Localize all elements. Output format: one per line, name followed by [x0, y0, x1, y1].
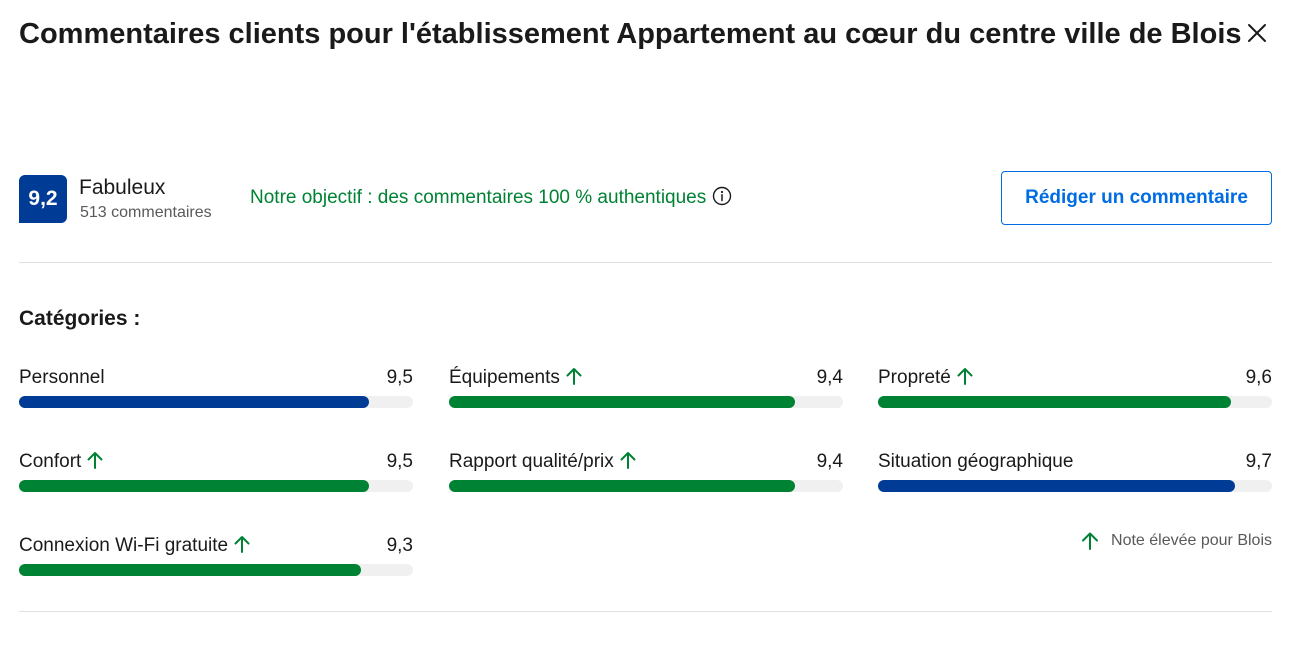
category-label: Confort — [19, 451, 82, 472]
review-count: 513 commentaires — [80, 204, 212, 221]
close-button[interactable] — [1244, 20, 1270, 46]
score-bar-fill — [449, 396, 795, 408]
category-name: Personnel — [19, 367, 105, 389]
category-item: Propreté 9,6 — [878, 364, 1272, 410]
up-arrow-icon — [1079, 530, 1101, 552]
category-name: Confort — [19, 451, 105, 473]
score-bar-fill — [19, 396, 369, 408]
category-score: 9,4 — [816, 367, 843, 388]
categories-title: Catégories : — [19, 307, 141, 330]
category-item: Rapport qualité/prix 9,4 — [449, 448, 843, 494]
high-score-legend: Note élevée pour Blois — [1079, 530, 1272, 552]
category-label: Situation géographique — [878, 451, 1074, 472]
score-bar-track — [449, 480, 843, 492]
category-score: 9,5 — [386, 451, 413, 472]
category-name: Propreté — [878, 367, 975, 389]
category-score: 9,6 — [1245, 367, 1272, 388]
category-name: Connexion Wi-Fi gratuite — [19, 535, 252, 557]
score-bar-track — [878, 396, 1272, 408]
score-bar-track — [449, 396, 843, 408]
score-bar-fill — [19, 564, 361, 576]
up-arrow-icon — [955, 366, 975, 386]
category-label: Propreté — [878, 367, 951, 388]
score-bar-track — [19, 396, 413, 408]
authentic-reviews-text: Notre objectif : des commentaires 100 % … — [250, 187, 707, 208]
score-bar-track — [878, 480, 1272, 492]
category-label: Rapport qualité/prix — [449, 451, 614, 472]
write-review-button[interactable]: Rédiger un commentaire — [1001, 171, 1272, 225]
category-score: 9,4 — [816, 451, 843, 472]
authentic-reviews-notice: Notre objectif : des commentaires 100 % … — [250, 186, 732, 209]
category-name: Rapport qualité/prix — [449, 451, 638, 473]
category-item: Situation géographique 9,7 — [878, 448, 1272, 494]
score-bar-fill — [878, 396, 1231, 408]
up-arrow-icon — [618, 450, 638, 470]
score-bar-fill — [449, 480, 795, 492]
score-bar-track — [19, 564, 413, 576]
divider — [19, 611, 1272, 612]
score-bar-fill — [19, 480, 369, 492]
category-item: Équipements 9,4 — [449, 364, 843, 410]
category-label: Équipements — [449, 367, 560, 388]
up-arrow-icon — [232, 534, 252, 554]
info-icon[interactable] — [712, 186, 732, 206]
score-label: Fabuleux — [79, 176, 166, 199]
category-score: 9,7 — [1245, 451, 1272, 472]
legend-text: Note élevée pour Blois — [1111, 532, 1272, 549]
category-item: Personnel 9,5 — [19, 364, 413, 410]
score-bar-track — [19, 480, 413, 492]
up-arrow-icon — [564, 366, 584, 386]
category-item: Confort 9,5 — [19, 448, 413, 494]
divider — [19, 262, 1272, 263]
up-arrow-icon — [85, 450, 105, 470]
category-label: Connexion Wi-Fi gratuite — [19, 535, 229, 556]
page-title: Commentaires clients pour l'établissemen… — [19, 18, 1242, 50]
category-score: 9,3 — [386, 535, 413, 556]
category-name: Équipements — [449, 367, 584, 389]
score-badge: 9,2 — [19, 175, 67, 223]
category-label: Personnel — [19, 367, 105, 388]
close-icon — [1248, 24, 1266, 42]
category-name: Situation géographique — [878, 451, 1073, 473]
category-item: Connexion Wi-Fi gratuite 9,3 — [19, 532, 413, 578]
score-bar-fill — [878, 480, 1235, 492]
category-score: 9,5 — [386, 367, 413, 388]
